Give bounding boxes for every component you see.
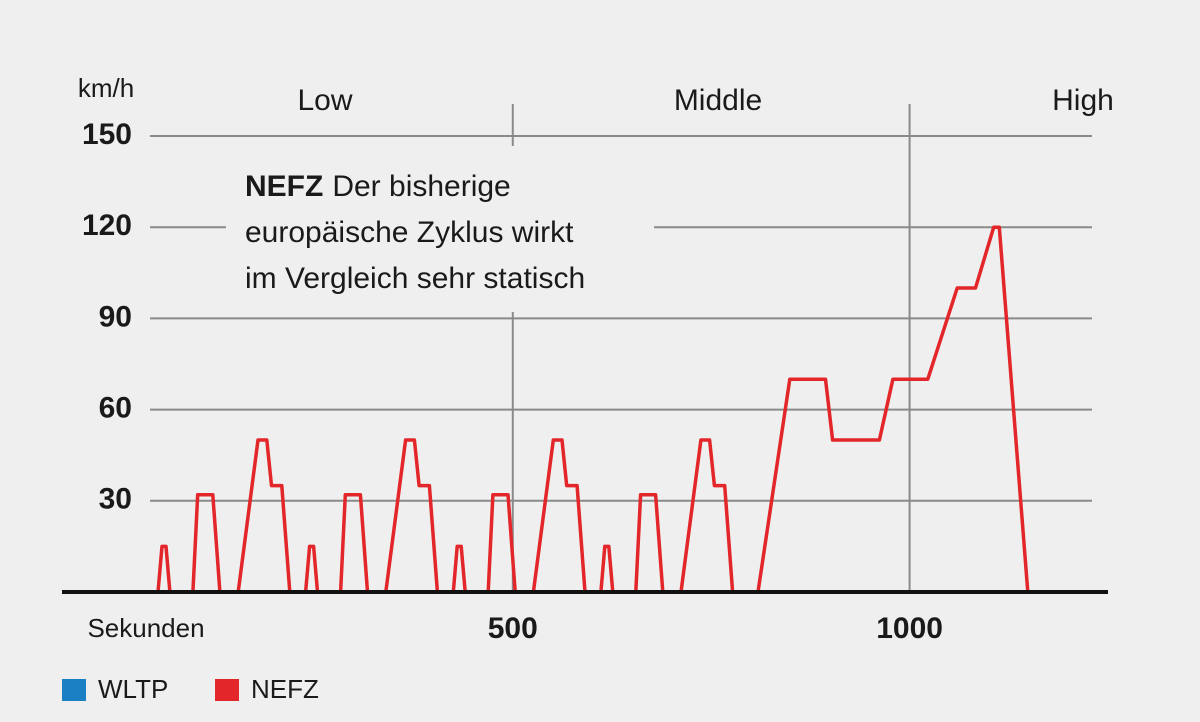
y-tick-label: 60 bbox=[99, 392, 132, 425]
legend-swatch bbox=[215, 679, 239, 701]
annotation-box bbox=[226, 146, 654, 312]
phase-label: High bbox=[1052, 84, 1114, 117]
y-tick-label: 30 bbox=[99, 483, 132, 516]
y-tick-label: 120 bbox=[82, 209, 132, 242]
x-axis-label: Sekunden bbox=[87, 613, 204, 643]
annotation-text: im Vergleich sehr statisch bbox=[245, 262, 585, 295]
legend-label: NEFZ bbox=[251, 674, 319, 704]
annotation-text: europäische Zyklus wirkt bbox=[245, 216, 574, 249]
legend-label: WLTP bbox=[98, 674, 168, 704]
y-axis-label: km/h bbox=[78, 73, 134, 103]
annotation-text: NEFZ Der bisherige bbox=[245, 170, 511, 203]
annotation-line: Der bisherige bbox=[332, 170, 510, 203]
x-tick-label: 1000 bbox=[876, 612, 943, 645]
phase-label: Low bbox=[297, 84, 352, 117]
x-tick-label: 500 bbox=[488, 612, 538, 645]
annotation-bold: NEFZ bbox=[245, 170, 323, 203]
legend-swatch bbox=[62, 679, 86, 701]
y-tick-label: 150 bbox=[82, 118, 132, 151]
phase-label: Middle bbox=[674, 84, 762, 117]
y-tick-label: 90 bbox=[99, 300, 132, 333]
